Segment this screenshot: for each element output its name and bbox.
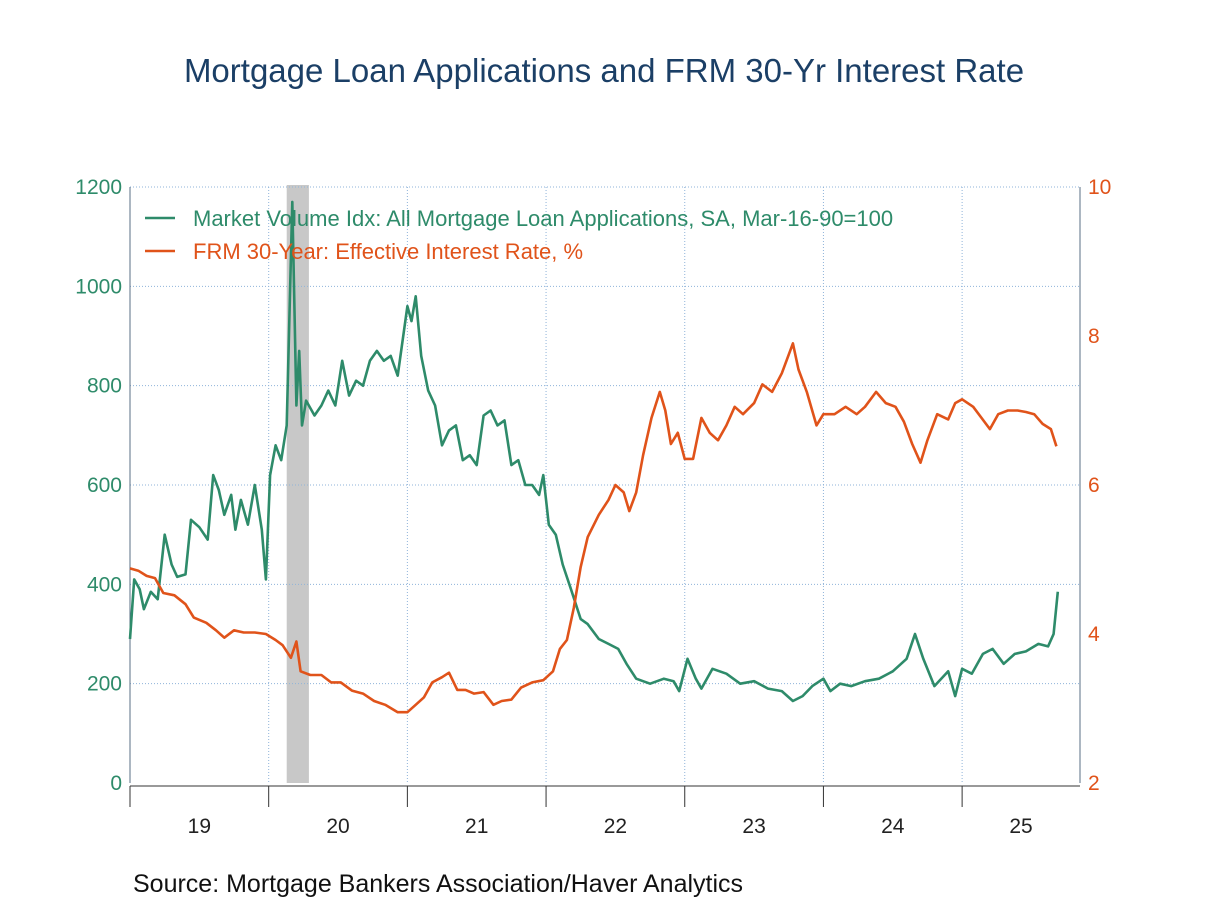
y-right-tick-label: 8 <box>1088 325 1100 348</box>
x-tick-label: 24 <box>881 815 905 838</box>
y-left-tick-label: 400 <box>87 573 122 596</box>
y-right-tick-label: 6 <box>1088 474 1100 497</box>
y-left-tick-label: 600 <box>87 474 122 497</box>
y-left-tick-label: 800 <box>87 375 122 398</box>
y-left-tick-label: 1200 <box>75 176 122 199</box>
chart-title: Mortgage Loan Applications and FRM 30-Yr… <box>183 52 1025 89</box>
x-tick-label: 23 <box>742 815 765 838</box>
x-tick-label: 20 <box>326 815 349 838</box>
x-tick-label: 21 <box>465 815 488 838</box>
source-note: Source: Mortgage Bankers Association/Hav… <box>133 870 744 898</box>
y-right-tick-label: 2 <box>1088 772 1100 795</box>
y-left-tick-label: 0 <box>110 772 122 795</box>
series-line-1 <box>128 200 1060 703</box>
x-tick-label: 25 <box>1009 815 1032 838</box>
y-left-tick-label: 1000 <box>75 275 122 298</box>
x-tick-label: 22 <box>604 815 627 838</box>
legend-label-1: Market Volume Idx: All Mortgage Loan App… <box>193 206 893 231</box>
legend-label-2: FRM 30-Year: Effective Interest Rate, % <box>193 239 583 264</box>
y-right-tick-label: 10 <box>1088 176 1111 199</box>
x-tick-label: 19 <box>188 815 211 838</box>
recession-shading <box>286 185 309 783</box>
y-right-tick-label: 4 <box>1088 623 1100 646</box>
series-line-2 <box>129 342 1058 714</box>
y-left-tick-label: 200 <box>87 673 122 696</box>
